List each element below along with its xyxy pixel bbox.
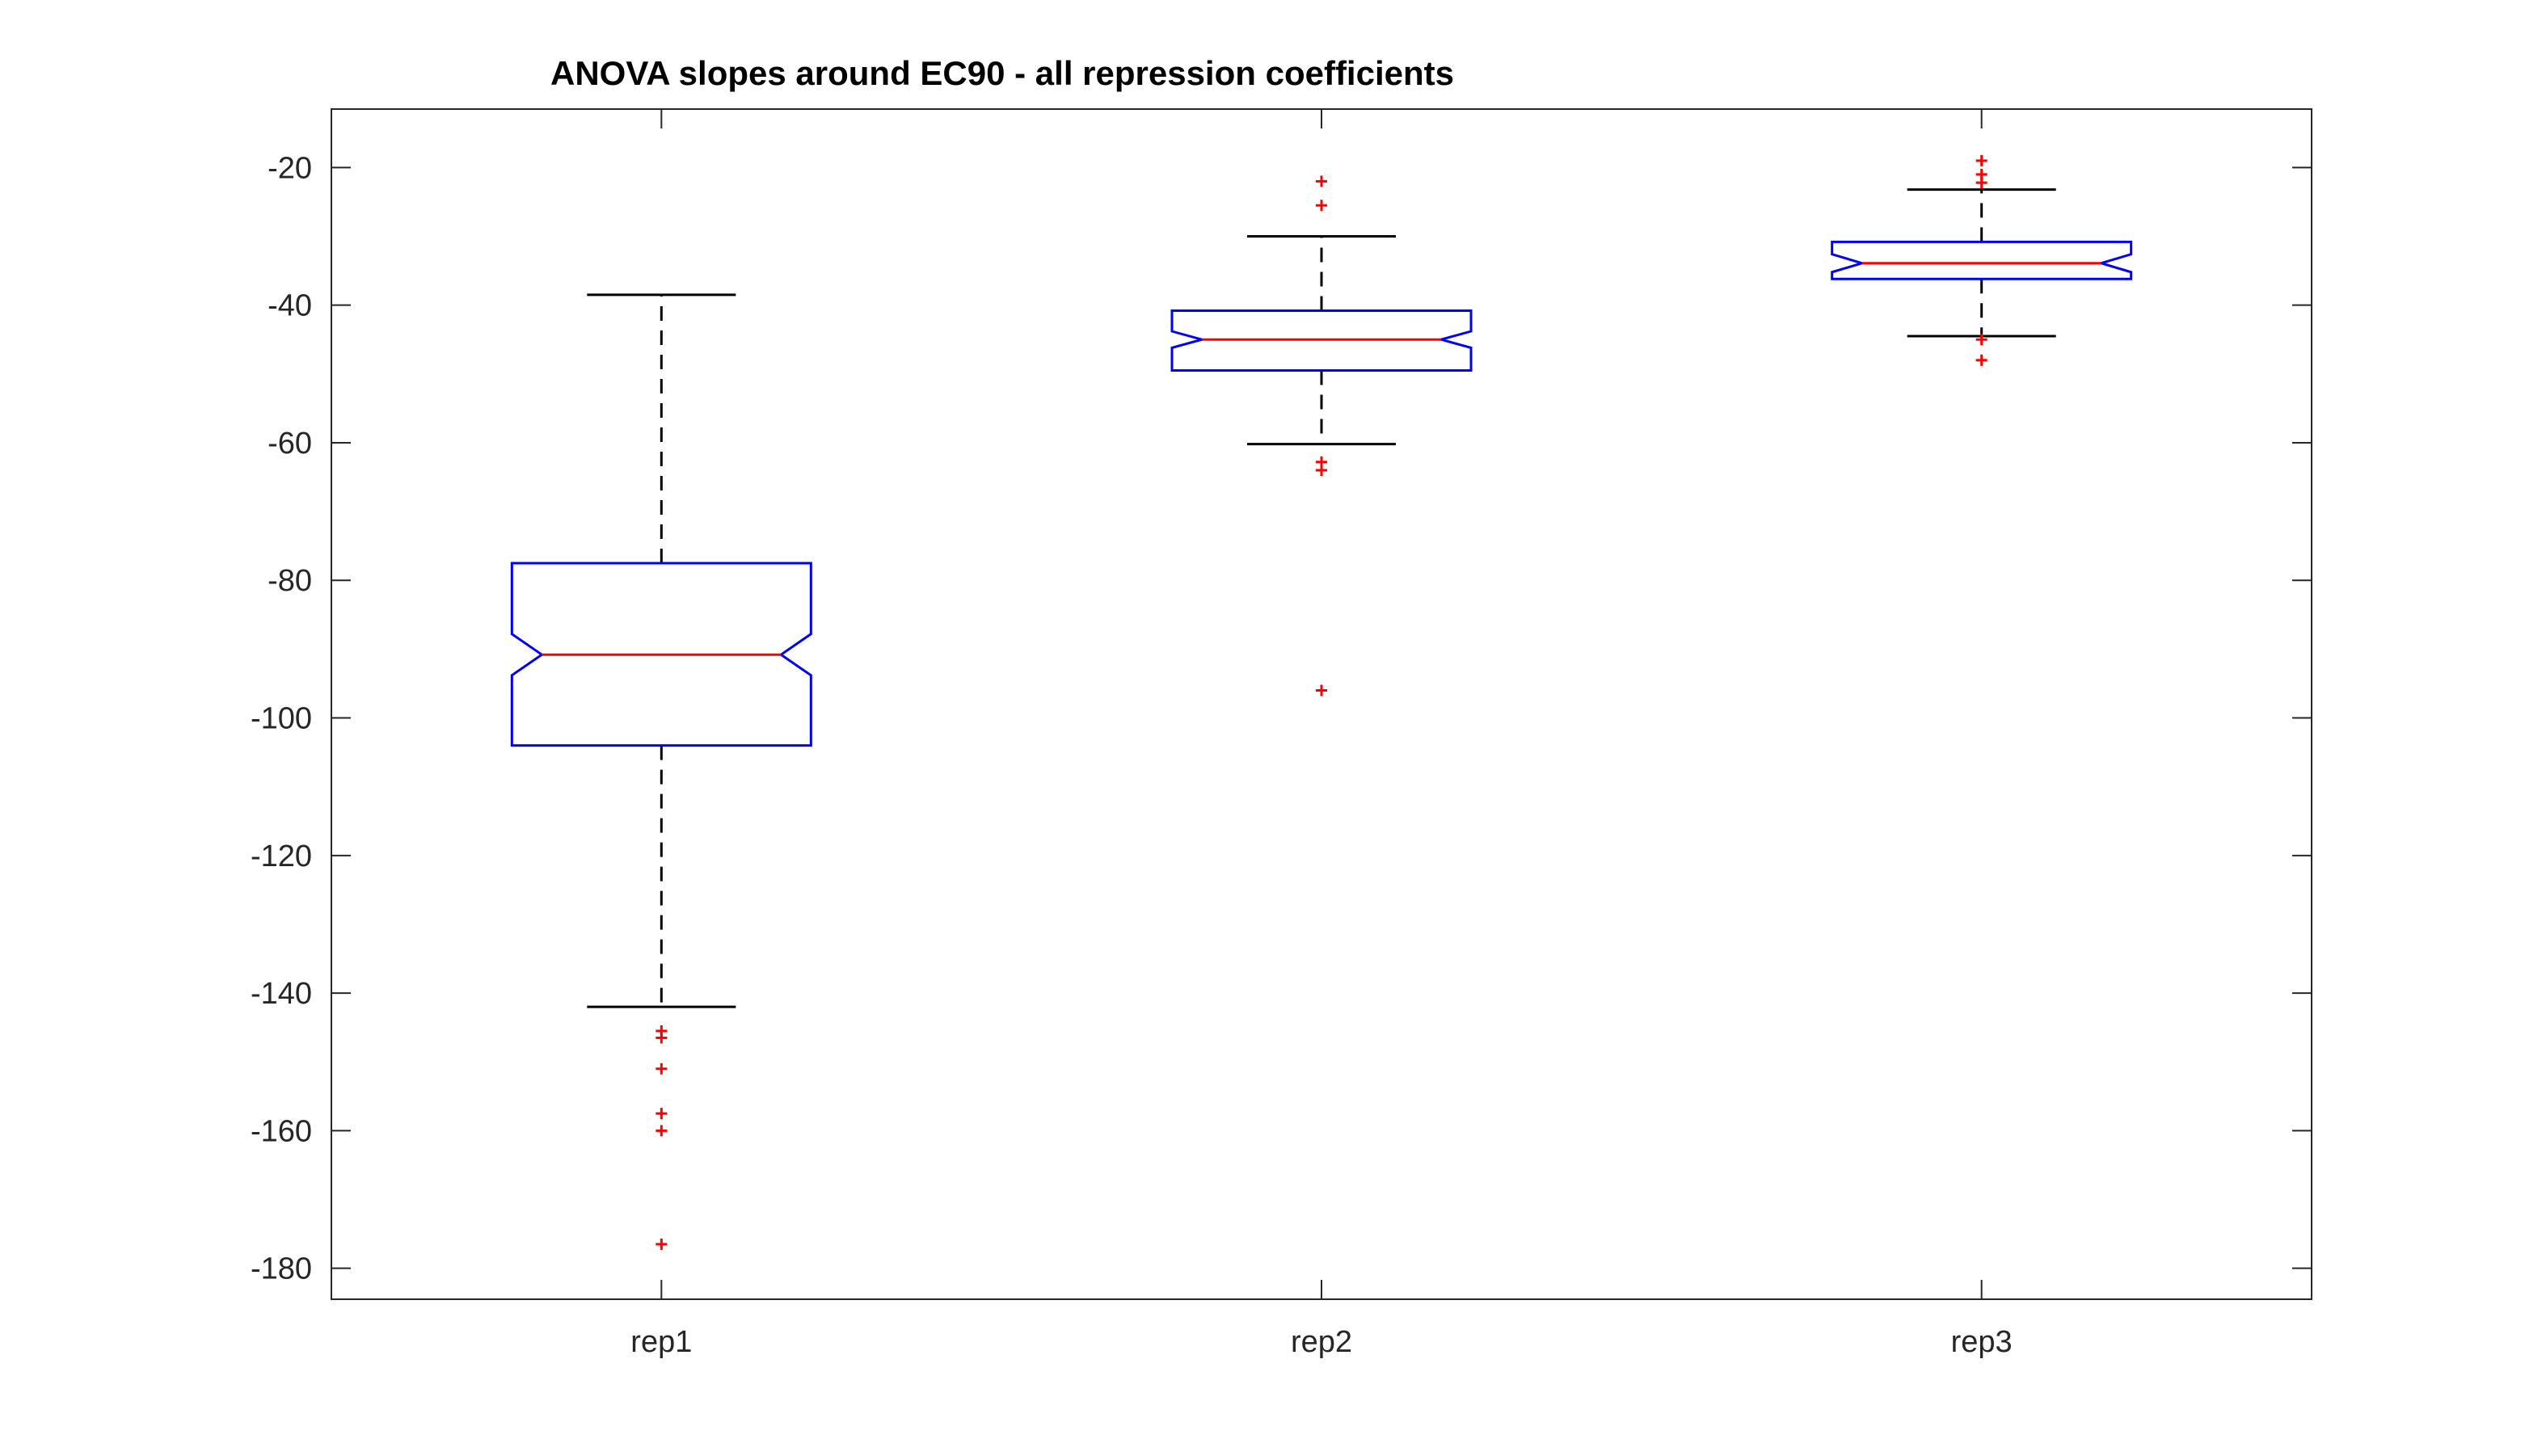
y-tick-label: -20 xyxy=(268,151,312,185)
outlier-point xyxy=(655,1125,668,1137)
box-rep1 xyxy=(510,293,812,1250)
outlier-point xyxy=(1316,200,1327,212)
y-tick-label: -40 xyxy=(268,289,312,323)
y-tick-label: -100 xyxy=(251,702,312,736)
notched-box xyxy=(510,562,812,747)
y-axis: -180 -160 -140 -120 -100 -80 -60 -40 -20 xyxy=(251,151,2312,1286)
y-tick-label: -60 xyxy=(268,427,312,461)
x-axis: rep1 rep2 rep3 xyxy=(630,109,2013,1359)
outlier-point xyxy=(1316,465,1327,477)
outlier-point xyxy=(1975,177,1987,189)
box-rep2 xyxy=(1170,175,1473,696)
outlier-point xyxy=(655,1032,668,1044)
y-tick-label: -180 xyxy=(251,1252,312,1286)
x-tick-label: rep2 xyxy=(1291,1325,1352,1359)
y-tick-label: -160 xyxy=(251,1114,312,1148)
outlier-point xyxy=(1975,334,1987,346)
y-tick-label: -80 xyxy=(268,564,312,598)
outlier-point xyxy=(655,1108,668,1120)
outlier-point xyxy=(655,1063,668,1075)
y-tick-label: -140 xyxy=(251,977,312,1011)
x-tick-label: rep3 xyxy=(1951,1325,2013,1359)
notched-box xyxy=(1170,309,1473,372)
y-tick-label: -120 xyxy=(251,840,312,873)
outlier-point xyxy=(1975,154,1987,166)
outlier-point xyxy=(1316,684,1327,696)
x-tick-label: rep1 xyxy=(630,1325,692,1359)
notched-box xyxy=(1831,240,2133,280)
box-rep3 xyxy=(1831,154,2133,366)
outlier-point xyxy=(655,1238,668,1250)
plot-area xyxy=(331,108,2312,1300)
outlier-point xyxy=(1975,354,1987,366)
chart-title: ANOVA slopes around EC90 - all repressio… xyxy=(550,54,1454,92)
outlier-point xyxy=(1316,175,1327,187)
boxes-layer xyxy=(510,154,2133,1250)
